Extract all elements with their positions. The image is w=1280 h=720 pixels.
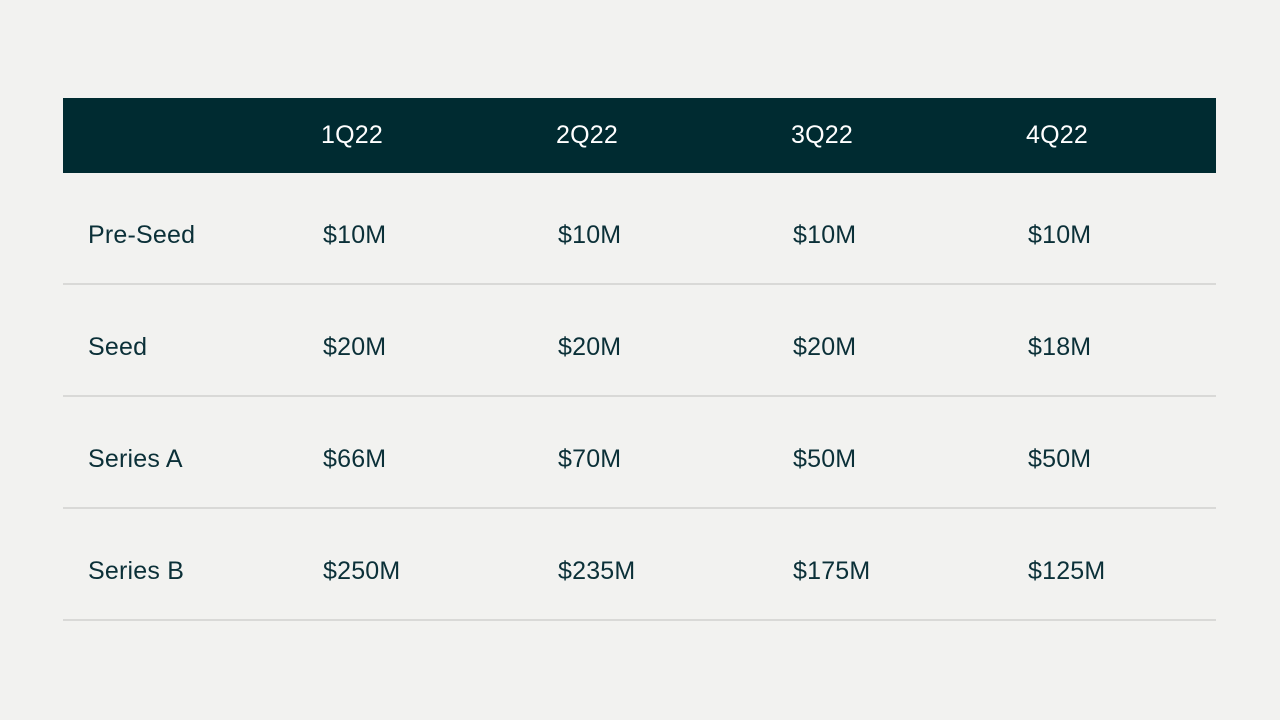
table-cell: $66M [323,445,387,473]
table-cell: $50M [793,445,857,473]
table-cell: $125M [1028,557,1106,585]
row-label: Series A [88,445,183,473]
header-cell-4q22: 4Q22 [1026,121,1088,149]
table-cell: $10M [558,221,622,249]
table-cell: $20M [558,333,622,361]
row-label: Series B [88,557,185,585]
table-cell: $20M [793,333,857,361]
table-cell: $50M [1028,445,1092,473]
row-label: Seed [88,333,148,361]
table-row-series-b: Series B $250M $235M $175M $125M [63,509,1216,621]
table-cell: $10M [793,221,857,249]
table-row-pre-seed: Pre-Seed $10M $10M $10M $10M [63,173,1216,285]
table-cell: $10M [1028,221,1092,249]
row-label: Pre-Seed [88,221,196,249]
table-cell: $70M [558,445,622,473]
funding-table: 1Q22 2Q22 3Q22 4Q22 Pre-Seed $10M $10M $… [63,98,1216,621]
table-cell: $10M [323,221,387,249]
table-cell: $175M [793,557,871,585]
table-cell: $20M [323,333,387,361]
header-cell-2q22: 2Q22 [556,121,618,149]
table-cell: $235M [558,557,636,585]
table-cell: $18M [1028,333,1092,361]
table-row-seed: Seed $20M $20M $20M $18M [63,285,1216,397]
header-cell-3q22: 3Q22 [791,121,853,149]
header-cell-1q22: 1Q22 [321,121,383,149]
table-header-row: 1Q22 2Q22 3Q22 4Q22 [63,98,1216,173]
table-cell: $250M [323,557,401,585]
table-row-series-a: Series A $66M $70M $50M $50M [63,397,1216,509]
